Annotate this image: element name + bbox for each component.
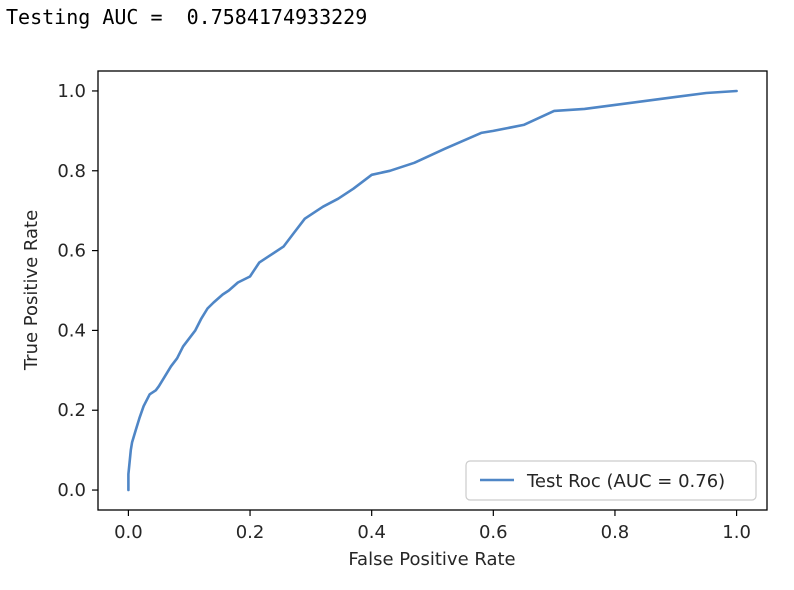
legend-entry-label: Test Roc (AUC = 0.76) bbox=[526, 471, 725, 492]
x-tick-label: 0.6 bbox=[479, 522, 508, 543]
y-tick-label: 0.4 bbox=[57, 320, 86, 341]
auc-output-value: 0.7584174933229 bbox=[186, 5, 368, 29]
x-tick-label: 1.0 bbox=[722, 522, 751, 543]
legend: Test Roc (AUC = 0.76) bbox=[465, 460, 757, 501]
y-tick-label: 0.0 bbox=[57, 480, 86, 501]
legend-box bbox=[465, 460, 757, 501]
y-tick-label: 0.2 bbox=[57, 400, 86, 421]
auc-output-label: Testing AUC = bbox=[6, 5, 175, 29]
roc-curve-line bbox=[127, 89, 738, 492]
x-tick-label: 0.0 bbox=[114, 522, 143, 543]
x-tick-label: 0.8 bbox=[601, 522, 630, 543]
plot-frame bbox=[97, 70, 768, 511]
y-tick-label: 0.6 bbox=[57, 241, 86, 262]
y-tick-label: 0.8 bbox=[57, 161, 86, 182]
x-axis-label: False Positive Rate bbox=[348, 549, 515, 570]
y-axis-label: True Positive Rate bbox=[21, 210, 42, 371]
x-tick-label: 0.4 bbox=[357, 522, 386, 543]
x-tick-label: 0.2 bbox=[236, 522, 265, 543]
cell-output-text: Testing AUC = 0.7584174933229 bbox=[6, 4, 367, 30]
ticks-layer: 0.0 0.2 0.4 0.6 0.8 1.0 0.0 0.2 0.4 0.6 0.8 1.0 bbox=[57, 81, 751, 543]
y-tick-label: 1.0 bbox=[57, 81, 86, 102]
